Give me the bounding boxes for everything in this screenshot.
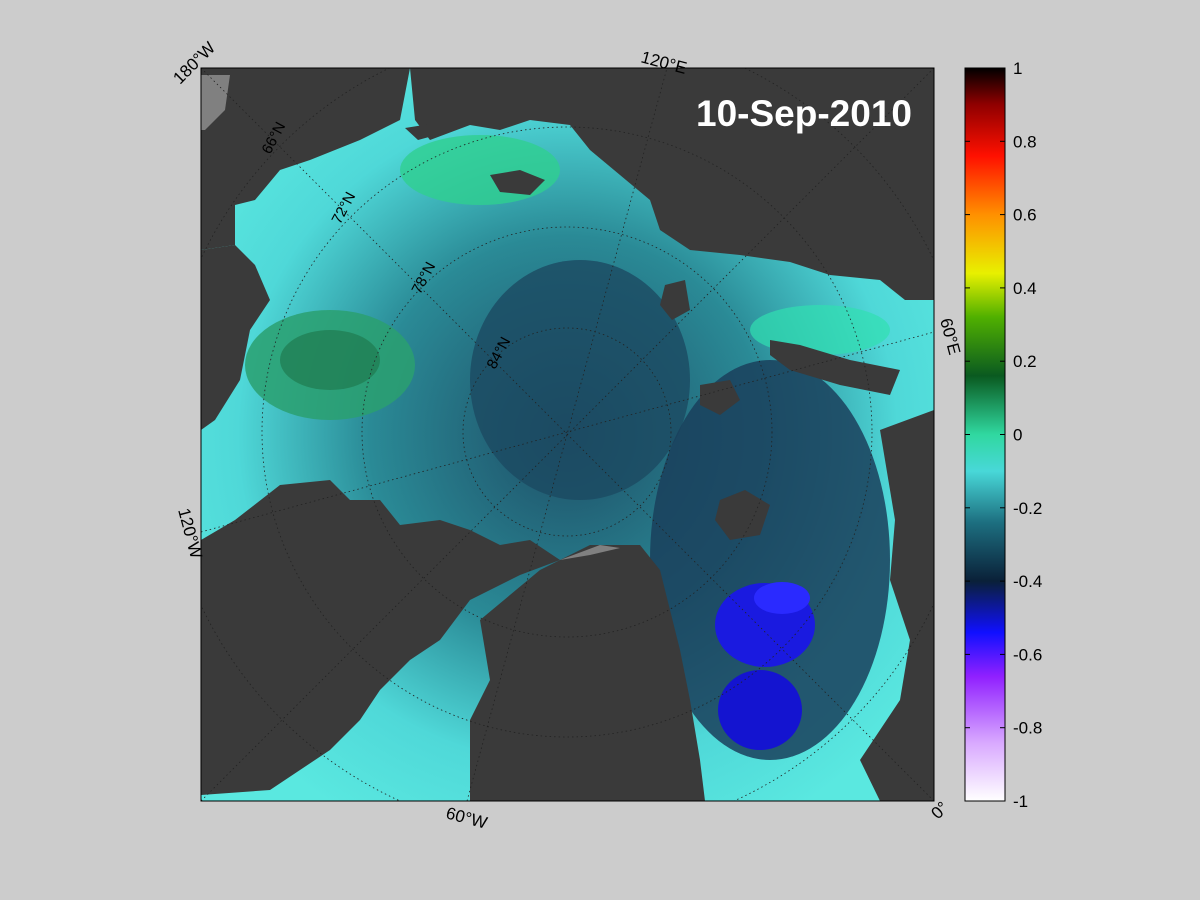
land-mask-alaska [201, 75, 230, 130]
anomaly-beaufort-core [280, 330, 380, 390]
colorbar-tick-label: 0.4 [1013, 279, 1037, 298]
colorbar-tick-label: 0.8 [1013, 132, 1037, 151]
graticule-78n [361, 226, 773, 638]
colorbar-tick-label: 1 [1013, 59, 1022, 78]
lon-label-60e: 60°E [936, 316, 964, 357]
colorbar-tick-label: 0.6 [1013, 206, 1037, 225]
land-siberia-north [410, 68, 934, 300]
anomaly-greenland-sea-3 [754, 582, 810, 614]
graticule-84n [462, 327, 672, 537]
date-label: 10-Sep-2010 [696, 93, 912, 134]
colorbar-tick-label: -0.8 [1013, 719, 1042, 738]
graticule [201, 68, 934, 801]
map-frame [200, 67, 935, 802]
graticule-72n [261, 126, 873, 738]
colorbar-ramp [964, 67, 1006, 802]
colorbar-tick-label: -0.2 [1013, 499, 1042, 518]
colorbar: 1 0.8 0.6 0.4 0.2 0 -0.2 -0.4 -0.6 -0.8 -1 [964, 59, 1042, 811]
colorbar-tick-label: -0.6 [1013, 645, 1042, 664]
land-scandinavia [860, 410, 934, 801]
colorbar-tick-label: 0.2 [1013, 352, 1037, 371]
land [201, 68, 934, 801]
colorbar-tick-label: -1 [1013, 792, 1028, 811]
land-svalbard [715, 490, 770, 540]
anomaly-east-siberian [400, 135, 560, 205]
land-wrangel [405, 124, 440, 140]
land-canada-west [201, 245, 270, 430]
anomaly-atlantic [650, 360, 890, 760]
meridian-60w-120e [466, 68, 668, 801]
land-franz-josef [700, 380, 740, 415]
meridian-120w-60e [201, 331, 934, 533]
map-panel: 66°N 72°N 78°N 84°N 10-Sep-2010 [201, 68, 934, 801]
land-new-siberian [490, 170, 545, 195]
land-mask [201, 75, 620, 560]
land-mask-greenland-edge [560, 545, 620, 560]
meridian-90 [201, 68, 934, 801]
anomaly-greenland-sea-2 [718, 670, 802, 750]
colorbar-ticks: 1 0.8 0.6 0.4 0.2 0 -0.2 -0.4 -0.6 -0.8 -1 [965, 59, 1042, 811]
colorbar-tick-label: -0.4 [1013, 572, 1042, 591]
anomaly-central [470, 260, 690, 500]
colorbar-tick-label: 0 [1013, 426, 1022, 445]
lon-label-60w: 60°W [444, 804, 489, 833]
land-severnaya [660, 280, 690, 320]
land-greenland [470, 545, 705, 801]
lon-label-0: 0° [927, 798, 952, 823]
land-canadian-archipelago [201, 480, 560, 795]
land-novaya-zemlya [770, 340, 900, 395]
land-alaska [201, 68, 410, 250]
